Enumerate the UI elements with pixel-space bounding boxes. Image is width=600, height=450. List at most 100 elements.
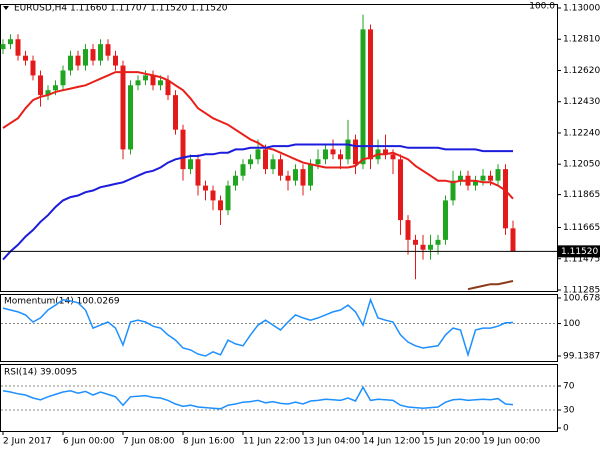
candle-body	[158, 80, 163, 86]
candle-body	[68, 55, 73, 71]
candle-body	[90, 49, 96, 61]
candle-body	[383, 149, 388, 155]
y-tick-label: 30	[563, 406, 575, 416]
candle-body	[413, 239, 418, 245]
candle-body	[398, 159, 403, 221]
x-tick-label: 14 Jun 12:00	[363, 437, 420, 447]
candle-body	[300, 169, 306, 186]
candle-body	[98, 44, 103, 61]
candle-body	[450, 180, 456, 201]
y-tick-label: 0	[563, 424, 569, 434]
candle-body	[488, 175, 493, 181]
moving-average	[467, 280, 514, 291]
candle-body	[390, 154, 396, 160]
candle-body	[428, 244, 433, 250]
candle-body	[360, 29, 366, 165]
candle-body	[405, 220, 411, 240]
candle-body	[278, 159, 283, 176]
indicator-line	[2, 385, 514, 410]
candle-body	[75, 55, 81, 66]
y-tick-label: 1.12050	[563, 160, 600, 170]
candle-body	[420, 244, 426, 250]
y-tick-label: 1.12430	[563, 97, 600, 107]
y-tick-label: 99.1387	[563, 352, 600, 362]
candle-body	[495, 169, 501, 181]
candle-body	[323, 149, 328, 160]
candle-body	[15, 39, 21, 56]
candle-body	[38, 75, 43, 96]
candle-body	[263, 149, 268, 170]
candle-body	[203, 185, 208, 191]
candle-body	[353, 139, 358, 165]
candle-body	[255, 149, 261, 160]
menu-arrow	[3, 6, 9, 10]
chart-title: EURUSD,H4 1.11660 1.11707 1.11520 1.1152…	[14, 4, 228, 14]
candle-body	[308, 164, 313, 186]
candle-body	[173, 95, 178, 130]
x-tick-label: 15 Jun 20:00	[423, 437, 480, 447]
candle-body	[368, 29, 373, 160]
moving-average	[2, 71, 514, 200]
candle-body	[210, 190, 216, 201]
candle-body	[45, 90, 51, 96]
y-tick-label: 1.13000	[563, 4, 600, 14]
price-label-box	[558, 245, 600, 258]
y-tick-label: 1.11865	[563, 190, 600, 200]
candle-body	[8, 39, 13, 45]
candle-body	[345, 139, 351, 160]
candle-body	[248, 159, 253, 165]
x-tick-label: 19 Jun 00:00	[483, 437, 540, 447]
candle-body	[315, 159, 321, 165]
y-tick-label: 1.11475	[563, 254, 600, 264]
price-panel	[0, 4, 558, 292]
x-tick-label: 6 Jun 00:00	[63, 437, 115, 447]
indicator-line	[2, 297, 514, 358]
candle-body	[435, 239, 441, 245]
candle-body	[0, 44, 6, 50]
candle-body	[113, 55, 118, 66]
x-tick-label: 11 Jun 22:00	[243, 437, 300, 447]
x-tick-label: 13 Jun 04:00	[303, 437, 360, 447]
candle-body	[150, 75, 156, 86]
candle-body	[218, 200, 223, 211]
candle-body	[195, 159, 201, 186]
candle-body	[503, 169, 508, 229]
candle-body	[285, 175, 291, 181]
y-tick-label: 1.12240	[563, 128, 600, 138]
rsi-title: RSI(14) 39.0095	[4, 368, 77, 378]
y-tick-label: 70	[563, 382, 575, 392]
y-tick-label: 1.12810	[563, 35, 600, 45]
candle-body	[293, 169, 298, 181]
candle-body	[120, 65, 126, 150]
candle-body	[23, 55, 28, 61]
momentum-title: Momentum(14) 100.0269	[4, 297, 120, 307]
x-tick-label: 8 Jun 16:00	[183, 437, 235, 447]
x-tick-label: 2 Jun 2017	[3, 437, 51, 447]
candle-body	[458, 175, 463, 181]
rsi-panel	[0, 364, 558, 432]
candle-body	[105, 44, 111, 56]
candle-body	[165, 80, 171, 96]
candle-body	[83, 49, 88, 66]
candle-body	[330, 149, 336, 155]
momentum-panel	[0, 294, 558, 362]
y-tick-label: 1.11285	[563, 286, 600, 296]
y-tick-label: 1.11665	[563, 223, 600, 233]
candle-body	[225, 185, 231, 211]
corner-label: 100.0	[529, 2, 555, 12]
candle-body	[128, 85, 133, 150]
candle-body	[338, 154, 343, 160]
price-label: 1.11520	[561, 247, 598, 257]
candle-body	[30, 60, 36, 76]
candle-body	[480, 175, 486, 181]
candle-body	[240, 164, 246, 176]
candle-body	[510, 228, 516, 252]
y-tick-label: 1.12620	[563, 66, 600, 76]
candle-body	[270, 159, 276, 170]
moving-average	[2, 143, 513, 261]
candle-body	[53, 85, 58, 91]
candle-body	[60, 70, 66, 86]
y-tick-label: 100	[563, 319, 580, 329]
